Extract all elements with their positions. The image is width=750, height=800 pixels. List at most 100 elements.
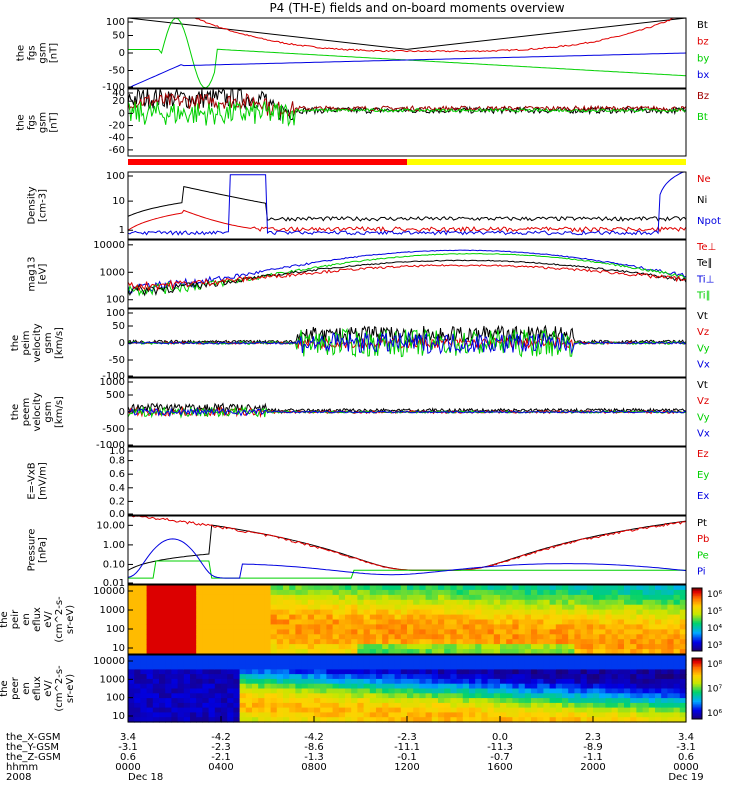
spectrogram-cell xyxy=(196,619,203,625)
spectrogram-cell xyxy=(376,649,383,655)
spectrogram-cell xyxy=(357,678,365,685)
spectrogram-cell xyxy=(655,655,662,661)
spectrogram-cell xyxy=(289,688,296,694)
spectrogram-cell xyxy=(549,674,557,680)
spectrogram-cell xyxy=(661,624,668,630)
spectrogram-cell xyxy=(338,629,346,635)
spectrogram-cell xyxy=(648,589,656,596)
spectrogram-cell xyxy=(221,698,228,704)
spectrogram-cell xyxy=(177,669,185,675)
spectrogram-cell xyxy=(382,639,389,645)
spectrogram-cell xyxy=(208,604,216,611)
spectrogram-cell xyxy=(252,712,259,718)
spectrogram-cell xyxy=(165,649,172,655)
spectrogram-cell xyxy=(599,669,606,675)
spectrogram-cell xyxy=(679,678,687,685)
spectrogram-cell xyxy=(128,669,135,675)
spectrogram-cell xyxy=(611,599,619,606)
spectrogram-cell xyxy=(630,594,637,601)
colorbar-swatch xyxy=(692,595,702,598)
spectrogram-cell xyxy=(202,717,210,723)
spectrogram-cell xyxy=(431,624,439,630)
spectrogram-cell xyxy=(190,712,197,718)
spectrogram-cell xyxy=(376,688,383,694)
spectrogram-cell xyxy=(227,604,234,611)
spectrogram-cell xyxy=(624,674,631,680)
spectrogram-cell xyxy=(493,655,501,661)
spectrogram-cell xyxy=(518,604,526,611)
spectrogram-cell xyxy=(369,659,377,666)
spectrogram-cell xyxy=(376,609,383,616)
spectrogram-cell xyxy=(159,674,166,680)
spectrogram-cell xyxy=(276,664,284,670)
y-label-line: [km/s] xyxy=(54,396,65,428)
spectrogram-cell xyxy=(214,619,222,625)
spectrogram-cell xyxy=(320,707,327,713)
spectrogram-cell xyxy=(673,619,681,625)
y-label-line: peer xyxy=(10,676,21,700)
spectrogram-cell xyxy=(624,664,631,670)
spectrogram-cell xyxy=(444,707,451,713)
spectrogram-cell xyxy=(487,644,495,650)
spectrogram-cell xyxy=(419,674,427,680)
spectrogram-cell xyxy=(252,683,259,690)
spectrogram-cell xyxy=(624,604,631,611)
spectrogram-cell xyxy=(475,619,482,625)
spectrogram-cell xyxy=(444,585,451,591)
spectrogram-cell xyxy=(593,609,600,616)
y-tick-label: 10 xyxy=(112,643,125,654)
spectrogram-cell xyxy=(543,683,551,690)
spectrogram-cell xyxy=(481,678,489,685)
spectrogram-cell xyxy=(283,585,290,591)
spectrogram-cell xyxy=(568,624,575,630)
spectrogram-cell xyxy=(605,639,613,645)
spectrogram-cell xyxy=(413,599,420,606)
spectrogram-cell xyxy=(469,702,476,709)
spectrogram-cell xyxy=(183,604,191,611)
spectrogram-cell xyxy=(357,589,365,596)
spectrogram-cell xyxy=(586,707,594,713)
spectrogram-cell xyxy=(648,702,656,709)
spectrogram-cell xyxy=(320,624,327,630)
spectrogram-cell xyxy=(357,649,365,655)
spectrogram-cell xyxy=(258,712,265,718)
spectrogram-cell xyxy=(586,649,594,655)
spectrogram-cell xyxy=(648,629,656,635)
spectrogram-cell xyxy=(196,698,203,704)
spectrogram-cell xyxy=(537,688,544,694)
spectrogram-cell xyxy=(679,707,687,713)
spectrogram-cell xyxy=(196,674,203,680)
spectrogram-cell xyxy=(605,609,613,616)
spectrogram-cell xyxy=(165,589,172,596)
spectrogram-cell xyxy=(531,683,538,690)
spectrogram-cell xyxy=(363,664,371,670)
spectrogram-cell xyxy=(413,678,420,685)
spectrogram-cell xyxy=(264,609,272,616)
spectrogram-cell xyxy=(146,624,154,630)
spectrogram-cell xyxy=(258,649,265,655)
spectrogram-cell xyxy=(338,702,346,709)
spectrogram-cell xyxy=(487,604,495,611)
spectrogram-cell xyxy=(444,678,451,685)
spectrogram-cell xyxy=(568,664,575,670)
spectrogram-cell xyxy=(475,693,482,699)
spectrogram-cell xyxy=(363,674,371,680)
spectrogram-cell xyxy=(605,589,613,596)
spectrogram-cell xyxy=(512,693,520,699)
y-tick-label: 0.01 xyxy=(103,578,125,589)
spectrogram-cell xyxy=(134,614,141,621)
npot-series xyxy=(127,171,686,236)
spectrogram-cell xyxy=(673,594,681,601)
spectrogram-cell xyxy=(332,585,340,591)
data-lines xyxy=(127,324,687,358)
spectrogram-cell xyxy=(289,609,296,616)
spectrogram-cell xyxy=(400,649,408,655)
spectrogram-cell xyxy=(190,599,197,606)
spectrogram-cell xyxy=(258,619,265,625)
spectrogram-cell xyxy=(146,664,154,670)
spectrogram-cell xyxy=(369,619,377,625)
spectrogram-cell xyxy=(543,688,551,694)
spectrogram-cell xyxy=(642,698,650,704)
spectrogram-cell xyxy=(593,619,600,625)
spectrogram-cell xyxy=(202,669,210,675)
